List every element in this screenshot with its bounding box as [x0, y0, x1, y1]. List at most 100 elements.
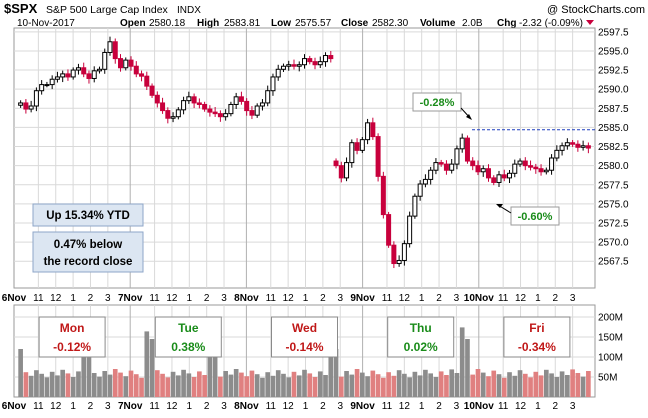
change-value: -2.32 (-0.09%) — [519, 18, 583, 29]
volume-bar — [475, 369, 481, 397]
candle-body — [491, 177, 497, 183]
volume-bar — [444, 375, 449, 397]
volume-bar — [65, 373, 71, 397]
candle-body — [102, 51, 108, 70]
volume-bar — [438, 371, 444, 397]
volume-bar — [139, 377, 144, 397]
x-tick-label: 2 — [204, 293, 210, 304]
x-tick-label-volume: 12 — [50, 401, 62, 412]
volume-bar — [70, 377, 76, 397]
price-tick-label: 2575.0 — [598, 199, 629, 210]
volume-bar — [81, 324, 87, 397]
candle-body — [265, 90, 271, 104]
volume-bar — [349, 374, 355, 397]
x-tick-label-volume: 3 — [337, 401, 343, 412]
candle-body — [507, 172, 513, 179]
volume-bar — [454, 373, 460, 397]
candle-body — [228, 103, 234, 115]
x-tick-label: 3 — [570, 293, 576, 304]
volume-bar — [533, 371, 539, 397]
candle-body — [365, 122, 371, 141]
candle-body — [160, 102, 166, 112]
candle-body — [412, 195, 418, 217]
price-tick-label: 2587.5 — [598, 104, 629, 115]
candle-body — [249, 110, 255, 116]
x-tick-label: 8Nov — [234, 293, 259, 304]
volume-bar — [86, 341, 92, 397]
volume-bar — [354, 369, 360, 397]
volume-bar — [412, 371, 418, 397]
price-tick-label: 2597.5 — [598, 27, 629, 38]
volume-bar — [396, 370, 402, 397]
candle-body — [354, 142, 360, 151]
x-tick-label: 1 — [187, 293, 193, 304]
candle-body — [175, 109, 181, 118]
volume-bar — [281, 373, 286, 397]
candle-body — [407, 215, 413, 245]
day-name-label: Tue — [178, 321, 199, 335]
candle-body — [170, 116, 176, 119]
volume-bar — [512, 375, 518, 397]
x-tick-label: 1 — [535, 293, 541, 304]
volume-bar — [291, 371, 297, 397]
price-tick-label: 2582.5 — [598, 142, 629, 153]
volume-bar — [228, 374, 234, 397]
day-change-value: -0.14% — [285, 340, 323, 354]
volume-bar — [34, 370, 39, 397]
volume-bar — [407, 377, 412, 397]
candle-body — [18, 102, 24, 106]
volume-bar — [23, 372, 29, 397]
x-tick-label-volume: 11 — [149, 401, 160, 412]
volume-tick-label: 100M — [598, 353, 623, 364]
close-value: 2582.30 — [372, 18, 409, 29]
candle-body — [186, 96, 192, 102]
candle-body — [86, 73, 92, 79]
x-tick-label-volume: 7Nov — [118, 401, 143, 412]
candle-body — [44, 84, 50, 87]
candle-body — [123, 59, 129, 69]
volume-bar — [338, 376, 344, 397]
x-tick-label-volume: 10Nov — [464, 401, 494, 412]
record-box-bg — [32, 231, 144, 273]
x-tick-label: 2 — [552, 293, 558, 304]
candle-body — [333, 160, 339, 167]
x-tick-label: 12 — [399, 293, 411, 304]
volume-bar — [254, 374, 260, 397]
x-tick-label: 11 — [33, 293, 44, 304]
candle-body — [380, 175, 386, 216]
ticker-symbol: $SPX — [4, 1, 38, 16]
x-tick-label-volume: 1 — [70, 401, 76, 412]
price-axis: 2567.5 2570.0 2572.5 2575.0 2577.5 2580.0 2582… — [598, 27, 629, 267]
volume-bar — [538, 375, 544, 397]
volume-bar — [312, 377, 318, 397]
candle-body — [338, 165, 344, 179]
candle-body — [528, 165, 534, 168]
volume-bar — [97, 376, 102, 397]
candle-body — [233, 96, 239, 105]
candle-body — [317, 61, 323, 66]
arrow-head-icon — [466, 114, 472, 120]
volume-bar — [149, 339, 155, 397]
x-tick-label-volume: 2 — [88, 401, 94, 412]
volume-bar — [570, 369, 575, 397]
volume-bar — [233, 369, 239, 397]
candle-body — [49, 78, 55, 86]
x-tick-label: 3 — [454, 293, 460, 304]
volume-bar — [486, 376, 491, 397]
volume-bar — [386, 372, 391, 397]
volume-bar — [302, 369, 307, 397]
volume-bar — [402, 373, 407, 397]
x-tick-label-volume: 9Nov — [350, 401, 375, 412]
candle-body — [459, 137, 465, 150]
candle-body — [443, 163, 449, 171]
candle-body — [449, 163, 455, 171]
candle-body — [28, 105, 34, 110]
volume-bar — [91, 373, 97, 397]
day-change-box — [387, 316, 455, 358]
candle-body — [223, 113, 229, 118]
candle-body — [128, 59, 134, 67]
record-text-line2: the record close — [44, 256, 133, 268]
candle-body — [323, 55, 329, 63]
candle-body — [96, 68, 102, 72]
volume-bar — [517, 370, 523, 397]
